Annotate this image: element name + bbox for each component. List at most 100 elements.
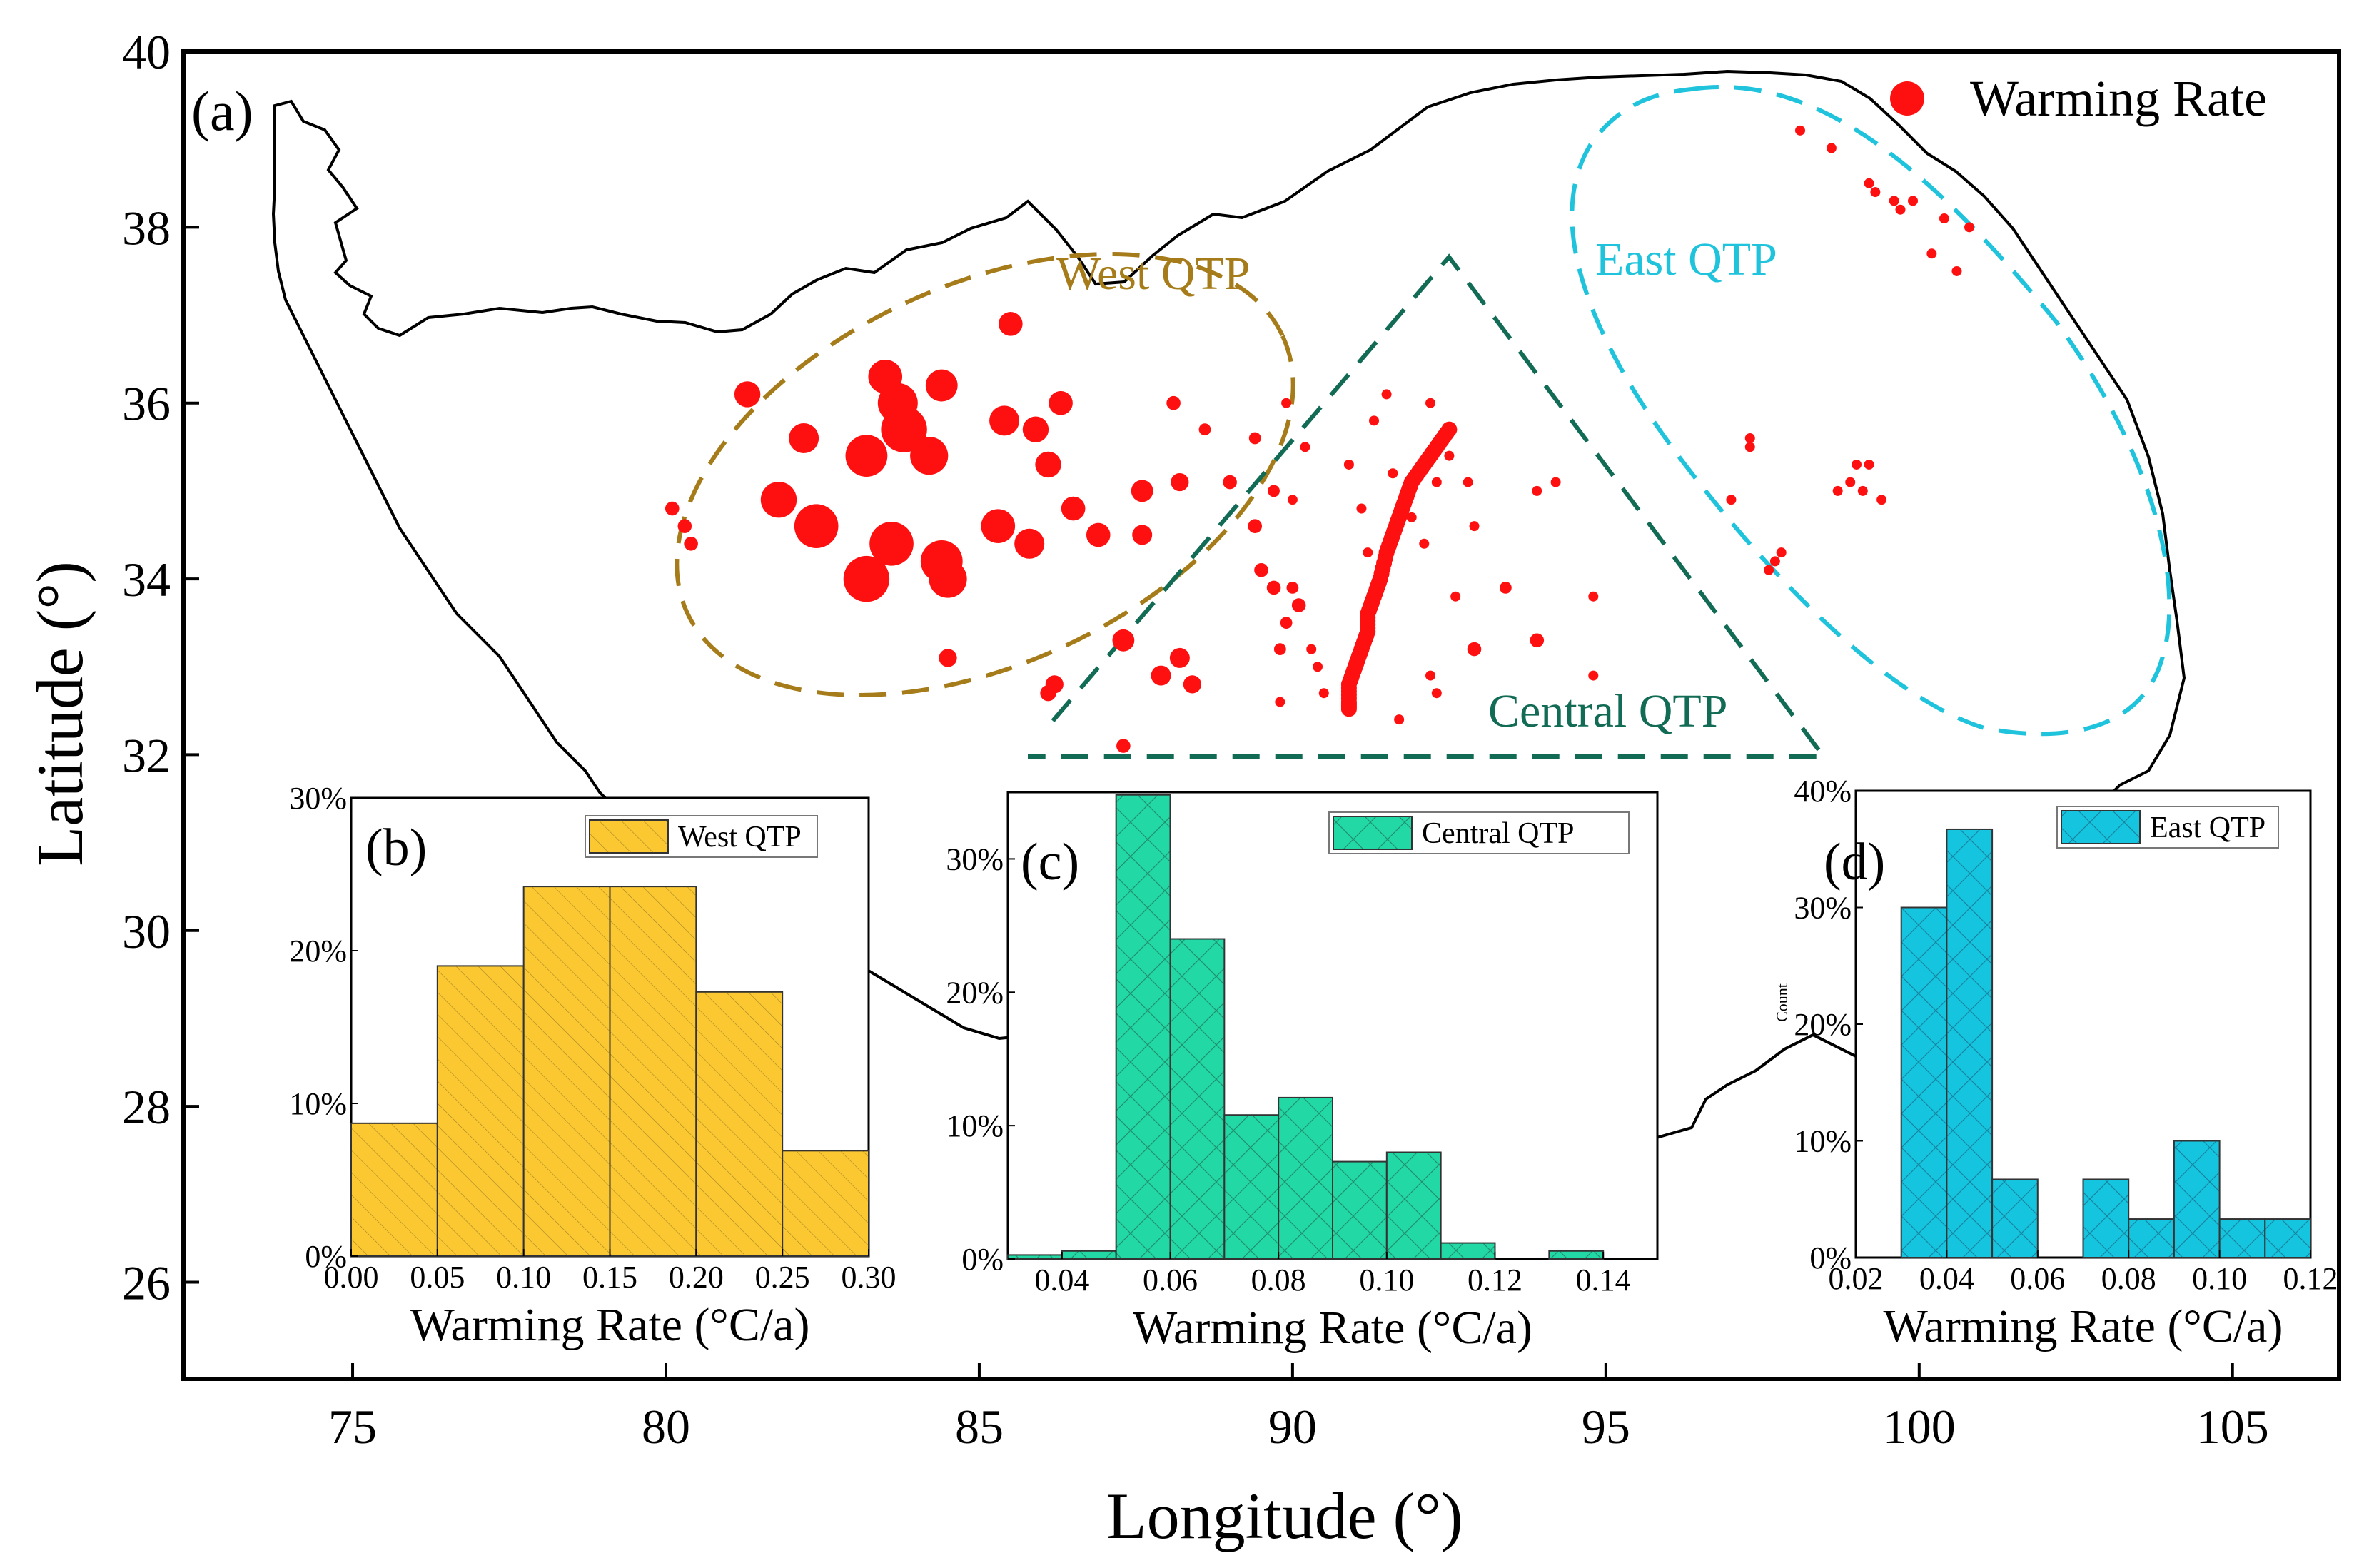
inset-x-tick-label: 0.15 (582, 1260, 637, 1295)
inset-x-tick-label: 0.10 (1359, 1263, 1414, 1298)
warming-rate-point (1223, 475, 1237, 490)
inset-y-tick-label: 20% (289, 934, 347, 968)
inset-x-tick-label: 0.08 (2101, 1261, 2156, 1296)
warming-rate-point (1419, 538, 1430, 549)
warming-rate-point (1281, 398, 1292, 408)
histogram-insets: 0% 10% 20% 30% 0.00 0.05 0.10 0.15 0.20 0.25 0.30 W… (289, 774, 2338, 1354)
inset-y-tick-label: 10% (1794, 1124, 1852, 1159)
histogram-bar-hatch (1278, 1097, 1333, 1259)
histogram-bar-hatch (1992, 1179, 2038, 1258)
inset-x-tick-label: 0.20 (669, 1260, 724, 1295)
inset-x-axis-title: Warming Rate (°C/a) (1133, 1302, 1532, 1354)
histogram-bar-hatch (1170, 939, 1225, 1259)
warming-rate-point (1280, 617, 1293, 629)
inset-x-tick-label: 0.06 (2010, 1261, 2065, 1296)
histogram-bar-hatch (1008, 1255, 1062, 1259)
warming-rate-point (1086, 522, 1111, 547)
warming-rate-point (1826, 143, 1837, 153)
warming-rate-point (1022, 416, 1049, 442)
warming-rate-point (1343, 459, 1354, 470)
inset-legend-swatch-hatch (1333, 816, 1412, 849)
inset-x-tick-label: 0.12 (1468, 1263, 1522, 1298)
warming-rate-point (1744, 433, 1755, 443)
warming-rate-point (869, 522, 914, 566)
warming-rate-point (1588, 591, 1599, 602)
warming-rate-point (1248, 519, 1263, 533)
warming-rate-point (1040, 685, 1056, 702)
histogram-bar-hatch (610, 886, 697, 1256)
histogram-bar-hatch (1116, 794, 1171, 1259)
warming-rate-point (1530, 633, 1545, 648)
warming-rate-point (1776, 547, 1787, 558)
warming-rate-point (1300, 442, 1310, 452)
warming-rate-point (1532, 485, 1542, 496)
warming-rate-point (1318, 688, 1329, 699)
y-tick-label: 32 (122, 728, 171, 782)
inset-y-tick-label: 10% (946, 1108, 1004, 1143)
warming-rate-point (1463, 477, 1473, 487)
warming-rate-point (1425, 670, 1436, 681)
map-panel-label: (a) (191, 80, 253, 142)
inset-y-axis-title: Count (1773, 983, 1791, 1022)
warming-rate-point (1895, 204, 1906, 215)
histogram-bar-hatch (1549, 1250, 1604, 1259)
inset-x-tick-label: 0.10 (496, 1260, 551, 1295)
inset-x-axis-title: Warming Rate (°C/a) (1884, 1300, 2283, 1352)
inset-b: 0% 10% 20% 30% 0.00 0.05 0.10 0.15 0.20 0.25 0.30 W… (289, 781, 896, 1351)
histogram-bar-hatch (1061, 1250, 1116, 1259)
histogram-bar-hatch (437, 966, 524, 1256)
warming-rate-point (1287, 495, 1298, 505)
warming-rate-point (1964, 222, 1975, 233)
histogram-bar-hatch (2128, 1219, 2174, 1258)
warming-rate-point (1061, 496, 1086, 521)
warming-rate-point (999, 312, 1023, 336)
inset-legend-label: Central QTP (1422, 817, 1574, 850)
map-y-axis: 26 28 30 32 34 36 38 40 (122, 25, 199, 1310)
histogram-bar-hatch (696, 991, 783, 1256)
warming-rate-point (1870, 187, 1881, 198)
inset-x-tick-label: 0.08 (1251, 1263, 1306, 1298)
x-tick-label: 90 (1268, 1400, 1317, 1454)
inset-panel-label: (b) (365, 819, 427, 877)
histogram-bar-hatch (2173, 1140, 2220, 1258)
inset-x-tick-label: 0.05 (410, 1260, 465, 1295)
warming-rate-point (925, 369, 958, 402)
warming-rate-point (1908, 196, 1919, 206)
inset-x-tick-label: 0.10 (2192, 1261, 2247, 1296)
warming-rate-point (1273, 643, 1286, 656)
warming-rate-point (1275, 697, 1285, 707)
warming-rate-point (1852, 459, 1862, 470)
region-east-outline (1570, 84, 2172, 737)
warming-rate-point (1151, 665, 1171, 686)
histogram-bar-hatch (2265, 1219, 2310, 1258)
warming-rate-point (1744, 442, 1755, 452)
warming-rate-point (1132, 525, 1153, 545)
inset-c: 0% 10% 20% 30% 0.04 0.06 0.08 0.10 0.12 0.14 Warmi… (946, 791, 1659, 1354)
warming-rate-point (1795, 125, 1805, 136)
warming-rate-point (1363, 547, 1373, 558)
warming-rate-point (1035, 451, 1061, 478)
warming-rate-point (1726, 495, 1737, 505)
warming-rate-point (1369, 415, 1380, 426)
warming-rate-point (734, 381, 761, 408)
map-x-axis-title: Longitude (°) (1106, 1480, 1463, 1552)
inset-x-tick-label: 0.00 (324, 1260, 379, 1295)
y-tick-label: 28 (122, 1080, 171, 1134)
warming-rate-point (1356, 503, 1367, 514)
warming-rate-point (1406, 512, 1417, 522)
y-tick-label: 40 (122, 25, 171, 79)
inset-legend-swatch-hatch (2061, 811, 2140, 844)
warming-rate-point (760, 482, 797, 518)
warming-rate-point (665, 501, 680, 516)
warming-rate-point (1116, 739, 1131, 753)
histogram-bar-hatch (351, 1123, 438, 1256)
warming-rate-point (1588, 670, 1599, 681)
warming-rate-point (1131, 480, 1153, 502)
warming-rate-point (1268, 485, 1280, 497)
warming-rate-point (939, 649, 957, 667)
inset-x-tick-label: 0.12 (2283, 1261, 2338, 1296)
warming-rate-point (981, 509, 1016, 543)
inset-y-tick-label: 0% (305, 1239, 347, 1274)
region-central-outline (1028, 253, 1828, 759)
